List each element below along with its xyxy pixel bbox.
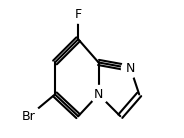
Text: F: F bbox=[75, 8, 82, 21]
Text: N: N bbox=[94, 88, 103, 101]
Text: N: N bbox=[126, 62, 135, 75]
Text: Br: Br bbox=[22, 110, 36, 123]
